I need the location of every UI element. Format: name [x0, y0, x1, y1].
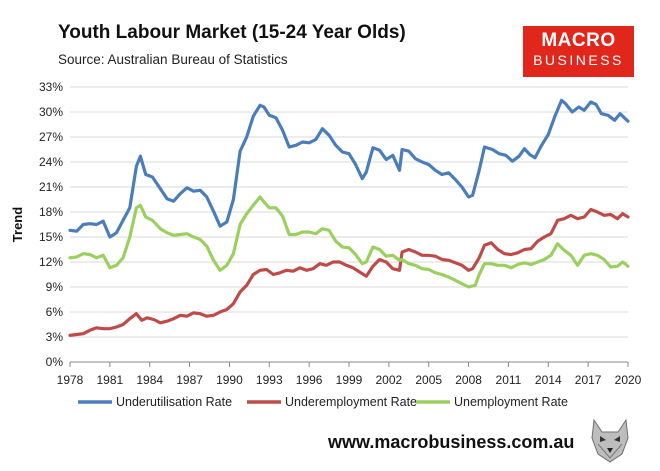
x-tick-label: 1993 — [256, 373, 283, 387]
y-tick-label: 18% — [39, 205, 63, 219]
chart-title: Youth Labour Market (15-24 Year Olds) — [58, 22, 406, 43]
x-tick-label: 2014 — [535, 373, 562, 387]
line-chart: 0% 3% 6% 9% 12% 15% 18% 21% 24% 27% 30% 33% 1978 1981… — [10, 80, 642, 409]
x-tick-label: 1999 — [336, 373, 363, 387]
x-tick-label: 1987 — [176, 373, 203, 387]
y-tick-label: 24% — [39, 155, 63, 169]
chart-source: Source: Australian Bureau of Statistics — [58, 52, 288, 67]
series-line-0 — [68, 98, 630, 239]
legend-label-0: Underutilisation Rate — [116, 395, 232, 409]
x-tick-label: 2017 — [575, 373, 602, 387]
y-tick-label: 27% — [39, 130, 63, 144]
y-tick-label: 21% — [39, 180, 63, 194]
series-line-2 — [68, 195, 630, 289]
series-line-1 — [68, 207, 630, 337]
y-tick-label: 15% — [39, 230, 63, 244]
x-tick-label: 2020 — [615, 373, 642, 387]
chart-axes: 0% 3% 6% 9% 12% 15% 18% 21% 24% 27% 30% 33% 1978 1981… — [10, 80, 642, 387]
x-tick-label: 1978 — [57, 373, 84, 387]
y-axis-label: Trend — [10, 207, 25, 242]
y-tick-label: 0% — [46, 355, 64, 369]
x-tick-label: 2011 — [496, 373, 522, 387]
y-tick-label: 33% — [39, 80, 63, 94]
x-tick-label: 1990 — [216, 373, 243, 387]
y-tick-label: 3% — [46, 330, 64, 344]
x-tick-label: 2005 — [415, 373, 442, 387]
wolf-logo-icon — [591, 418, 629, 463]
x-tick-label: 1981 — [97, 373, 124, 387]
legend-label-1: Underemployment Rate — [285, 395, 417, 409]
y-tick-label: 12% — [39, 255, 63, 269]
y-tick-label: 6% — [46, 305, 64, 319]
y-tick-label: 30% — [39, 105, 63, 119]
chart-legend: Underutilisation Rate Underemployment Rat… — [78, 395, 568, 409]
x-tick-label: 1984 — [136, 373, 163, 387]
x-tick-label: 1996 — [296, 373, 323, 387]
chart-series — [68, 98, 630, 337]
y-tick-label: 9% — [46, 280, 64, 294]
chart-gridlines — [70, 86, 628, 338]
footer-url[interactable]: www.macrobusiness.com.au — [328, 432, 575, 452]
legend-label-2: Unemployment Rate — [454, 395, 568, 409]
macrobusiness-logo[interactable]: MACRO BUSINESS — [523, 26, 634, 77]
logo-line-1: MACRO — [541, 30, 616, 51]
x-tick-label: 2008 — [455, 373, 482, 387]
x-tick-label: 2002 — [376, 373, 403, 387]
logo-line-2: BUSINESS — [533, 52, 624, 68]
